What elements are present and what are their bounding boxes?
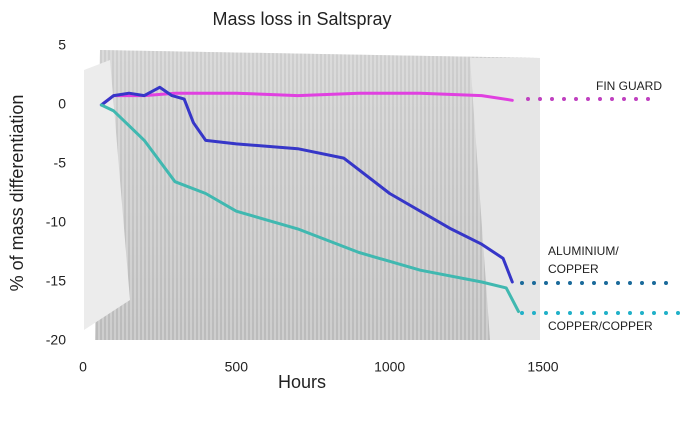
annotation: FIN GUARD bbox=[596, 79, 662, 93]
y-tick-label: -5 bbox=[54, 155, 67, 171]
annotation: COPPER/COPPER bbox=[548, 319, 653, 333]
background-photo bbox=[84, 50, 540, 340]
y-tick-label: -20 bbox=[46, 332, 66, 348]
x-tick-label: 0 bbox=[79, 359, 87, 375]
series-line bbox=[99, 91, 514, 107]
y-tick-label: 0 bbox=[58, 96, 66, 112]
x-tick-label: 1500 bbox=[527, 359, 558, 375]
x-tick-label: 500 bbox=[225, 359, 249, 375]
annotation: COPPER bbox=[548, 262, 599, 276]
series-line bbox=[99, 103, 520, 313]
series-line bbox=[99, 85, 514, 284]
x-axis-label: Hours bbox=[278, 372, 326, 392]
y-tick-label: -10 bbox=[46, 214, 66, 230]
x-tick-label: 1000 bbox=[374, 359, 405, 375]
y-tick-label: 5 bbox=[58, 37, 66, 53]
chart-title: Mass loss in Saltspray bbox=[212, 9, 391, 29]
y-axis-label: % of mass differentiation bbox=[7, 95, 27, 292]
y-tick-label: -15 bbox=[46, 273, 66, 289]
annotation: ALUMINIUM/ bbox=[548, 244, 619, 258]
